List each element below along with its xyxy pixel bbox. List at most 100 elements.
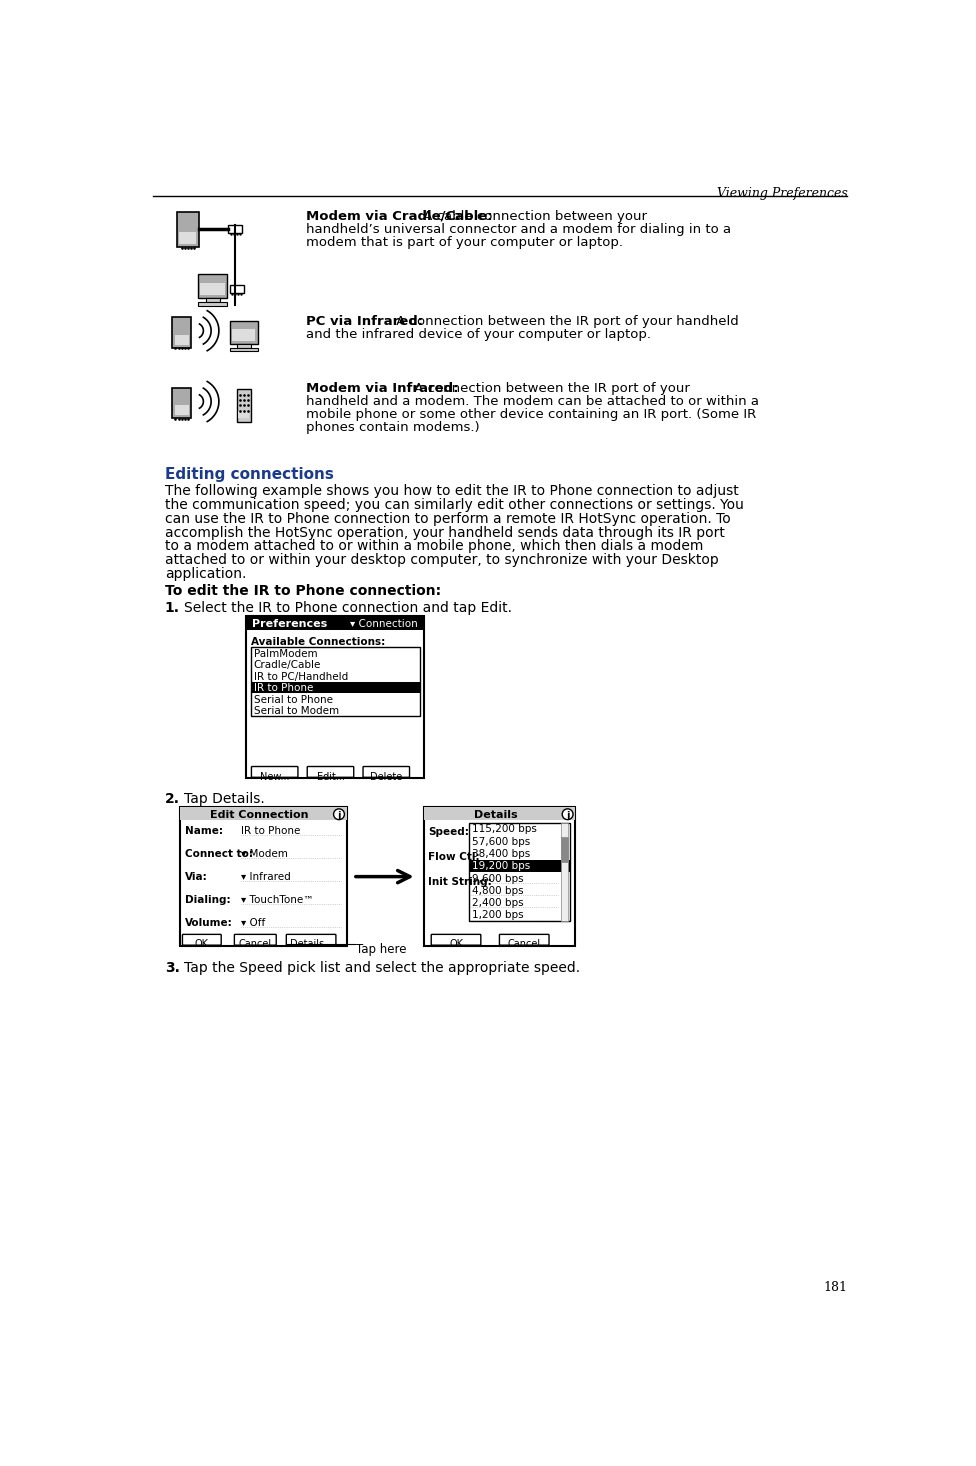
Text: Cradle/Cable: Cradle/Cable bbox=[254, 660, 321, 670]
Text: handheld and a modem. The modem can be attached to or within a: handheld and a modem. The modem can be a… bbox=[306, 394, 759, 408]
Text: 19,200 bps: 19,200 bps bbox=[471, 861, 530, 871]
Text: 2,400 bps: 2,400 bps bbox=[471, 899, 523, 907]
Text: handheld’s universal connector and a modem for dialing in to a: handheld’s universal connector and a mod… bbox=[306, 223, 732, 236]
FancyBboxPatch shape bbox=[431, 934, 481, 946]
Text: Delete: Delete bbox=[370, 773, 402, 781]
Bar bbox=[173, 317, 191, 347]
Bar bbox=[237, 345, 251, 347]
Text: Available Connections:: Available Connections: bbox=[251, 638, 385, 647]
Text: Select the IR to Phone connection and tap Edit.: Select the IR to Phone connection and ta… bbox=[184, 601, 512, 614]
Bar bbox=[229, 286, 244, 293]
Bar bbox=[237, 388, 251, 422]
Text: PC via Infrared:: PC via Infrared: bbox=[306, 315, 424, 327]
Text: IR to Phone: IR to Phone bbox=[240, 825, 300, 836]
Text: phones contain modems.): phones contain modems.) bbox=[306, 421, 480, 434]
Bar bbox=[251, 647, 420, 717]
FancyBboxPatch shape bbox=[183, 934, 222, 946]
FancyBboxPatch shape bbox=[252, 767, 298, 777]
Text: 9,600 bps: 9,600 bps bbox=[471, 874, 523, 884]
Text: Flow Ctl:: Flow Ctl: bbox=[428, 852, 480, 862]
Text: 1.: 1. bbox=[165, 601, 180, 614]
Bar bbox=[229, 347, 258, 352]
Bar bbox=[175, 334, 188, 345]
Text: i: i bbox=[338, 811, 341, 821]
Text: ▾ Infrared: ▾ Infrared bbox=[240, 872, 290, 883]
Text: A connection between the IR port of your: A connection between the IR port of your bbox=[410, 381, 689, 394]
Text: accomplish the HotSync operation, your handheld sends data through its IR port: accomplish the HotSync operation, your h… bbox=[165, 525, 724, 539]
FancyBboxPatch shape bbox=[286, 934, 336, 946]
Bar bbox=[181, 808, 346, 821]
Bar bbox=[469, 822, 570, 921]
Text: Dialing:: Dialing: bbox=[184, 896, 230, 905]
Text: The following example shows you how to edit the IR to Phone connection to adjust: The following example shows you how to e… bbox=[165, 484, 739, 498]
Text: can use the IR to Phone connection to perform a remote IR HotSync operation. To: can use the IR to Phone connection to pe… bbox=[165, 512, 730, 526]
Text: the communication speed; you can similarly edit other connections or settings. Y: the communication speed; you can similar… bbox=[165, 498, 744, 512]
Text: Serial to Modem: Serial to Modem bbox=[254, 707, 339, 717]
Bar bbox=[560, 822, 568, 921]
Text: Details: Details bbox=[474, 811, 517, 821]
FancyBboxPatch shape bbox=[307, 767, 353, 777]
Text: modem that is part of your computer or laptop.: modem that is part of your computer or l… bbox=[306, 236, 624, 249]
Text: Tap Details.: Tap Details. bbox=[184, 792, 264, 806]
Bar bbox=[173, 387, 191, 418]
Text: ▾ Off: ▾ Off bbox=[240, 918, 264, 928]
Bar bbox=[181, 808, 346, 946]
Text: 2.: 2. bbox=[165, 792, 180, 806]
Text: Modem via Infrared:: Modem via Infrared: bbox=[306, 381, 459, 394]
Bar bbox=[246, 616, 425, 778]
Text: Serial to Phone: Serial to Phone bbox=[254, 695, 333, 705]
Text: A connection between the IR port of your handheld: A connection between the IR port of your… bbox=[391, 315, 739, 327]
Text: 3.: 3. bbox=[165, 962, 180, 975]
Text: Viewing Preferences: Viewing Preferences bbox=[716, 188, 847, 201]
Bar bbox=[198, 274, 227, 299]
Text: and the infrared device of your computer or laptop.: and the infrared device of your computer… bbox=[306, 327, 651, 340]
FancyBboxPatch shape bbox=[234, 934, 276, 946]
Text: Tap here: Tap here bbox=[356, 943, 407, 956]
Bar bbox=[175, 406, 188, 415]
Text: Tap the Speed pick list and select the appropriate speed.: Tap the Speed pick list and select the a… bbox=[184, 962, 580, 975]
Text: To edit the IR to Phone connection:: To edit the IR to Phone connection: bbox=[165, 583, 441, 598]
Text: ▾ TouchTone™: ▾ TouchTone™ bbox=[240, 896, 313, 905]
Text: Init String:: Init String: bbox=[428, 877, 492, 887]
Text: 57,600 bps: 57,600 bps bbox=[471, 837, 530, 846]
Text: Connect to:: Connect to: bbox=[184, 849, 253, 859]
Text: OK: OK bbox=[449, 940, 463, 949]
FancyBboxPatch shape bbox=[500, 934, 549, 946]
Text: Modem via Cradle/Cable:: Modem via Cradle/Cable: bbox=[306, 210, 493, 223]
Text: IR to PC/Handheld: IR to PC/Handheld bbox=[254, 671, 348, 682]
Text: IR to Phone: IR to Phone bbox=[254, 683, 313, 693]
Text: 1,200 bps: 1,200 bps bbox=[471, 910, 523, 921]
Text: New...: New... bbox=[260, 773, 290, 781]
Bar bbox=[232, 330, 256, 340]
Text: A cable connection between your: A cable connection between your bbox=[419, 210, 647, 223]
Text: ▾ Connection: ▾ Connection bbox=[350, 620, 418, 629]
Text: 38,400 bps: 38,400 bps bbox=[471, 849, 530, 859]
Bar bbox=[198, 302, 227, 306]
Bar bbox=[425, 808, 576, 946]
Text: Preferences: Preferences bbox=[252, 620, 328, 629]
FancyBboxPatch shape bbox=[363, 767, 410, 777]
Bar bbox=[469, 859, 570, 872]
Text: application.: application. bbox=[165, 567, 246, 581]
Text: 115,200 bps: 115,200 bps bbox=[471, 824, 537, 834]
Text: attached to or within your desktop computer, to synchronize with your Desktop: attached to or within your desktop compu… bbox=[165, 553, 718, 567]
Text: Cancel: Cancel bbox=[508, 940, 541, 949]
Text: i: i bbox=[566, 811, 569, 821]
Text: to a modem attached to or within a mobile phone, which then dials a modem: to a modem attached to or within a mobil… bbox=[165, 539, 703, 553]
Text: ▾ Modem: ▾ Modem bbox=[240, 849, 288, 859]
Bar bbox=[229, 321, 258, 345]
Text: Edit...: Edit... bbox=[316, 773, 345, 781]
Text: PalmModem: PalmModem bbox=[254, 648, 317, 658]
Text: Name:: Name: bbox=[184, 825, 223, 836]
Bar bbox=[206, 299, 221, 302]
Bar bbox=[180, 232, 196, 243]
Text: Speed:: Speed: bbox=[428, 827, 469, 837]
Text: 181: 181 bbox=[824, 1281, 847, 1294]
Text: 4,800 bps: 4,800 bps bbox=[471, 885, 523, 896]
Bar bbox=[251, 682, 420, 693]
Bar bbox=[200, 283, 225, 295]
Bar bbox=[425, 808, 576, 821]
Text: Volume:: Volume: bbox=[184, 918, 232, 928]
Bar bbox=[238, 410, 249, 418]
Bar bbox=[246, 616, 425, 630]
